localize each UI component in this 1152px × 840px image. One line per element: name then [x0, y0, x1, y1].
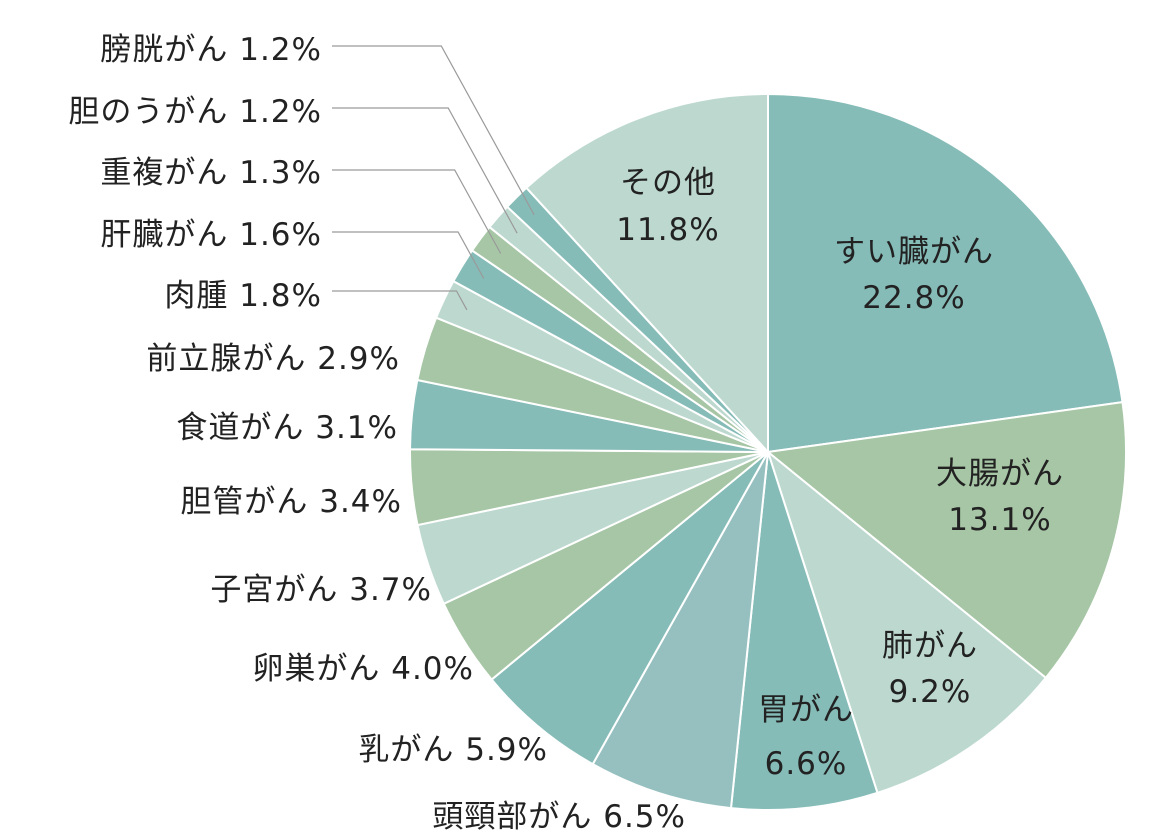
- label-hai-pct: 9.2%: [889, 674, 972, 710]
- label-tannou: 胆のうがん 1.2%: [68, 94, 322, 130]
- pie-slice: [765, 401, 1127, 680]
- pie-slice: [490, 451, 769, 766]
- pie-slice: [767, 92, 1124, 454]
- label-shokudo: 食道がん 3.1%: [176, 410, 398, 446]
- label-shikyu: 子宮がん 3.7%: [210, 572, 432, 608]
- leader-lines: [332, 45, 535, 311]
- label-daicho-name: 大腸がん: [936, 456, 1064, 492]
- leader-line: [332, 290, 468, 311]
- pie-slices: [409, 92, 1127, 811]
- label-bokou: 膀胱がん 1.2%: [100, 32, 322, 68]
- label-i-pct: 6.6%: [765, 746, 848, 782]
- leader-line: [332, 107, 518, 234]
- label-i-name: 胃がん: [758, 692, 854, 728]
- pie-slice: [766, 449, 1048, 795]
- label-suizo-name: すい臓がん: [834, 234, 994, 270]
- leader-line: [332, 169, 502, 254]
- label-other-name: その他: [620, 165, 716, 201]
- label-hai-name: 肺がん: [882, 628, 978, 664]
- label-kanzo: 肝臓がん 1.6%: [100, 217, 322, 253]
- pie-slice: [729, 451, 879, 811]
- label-other-pct: 11.8%: [616, 212, 719, 248]
- label-tankan: 胆管がん 3.4%: [180, 484, 402, 520]
- label-zenritsusen: 前立腺がん 2.9%: [146, 341, 400, 377]
- label-suizo-pct: 22.8%: [862, 280, 965, 316]
- leader-line: [332, 45, 535, 216]
- pie-slice: [591, 451, 769, 810]
- label-daicho-pct: 13.1%: [948, 502, 1051, 538]
- label-tokeibu: 頭頸部がん 6.5%: [432, 799, 686, 835]
- label-nyu: 乳がん 5.9%: [358, 732, 548, 768]
- leader-line: [332, 231, 485, 279]
- label-chofuku: 重複がん 1.3%: [100, 155, 322, 191]
- label-ransou: 卵巣がん 4.0%: [252, 651, 474, 687]
- pie-slice: [525, 92, 769, 455]
- label-nikushu: 肉腫 1.8%: [164, 278, 322, 314]
